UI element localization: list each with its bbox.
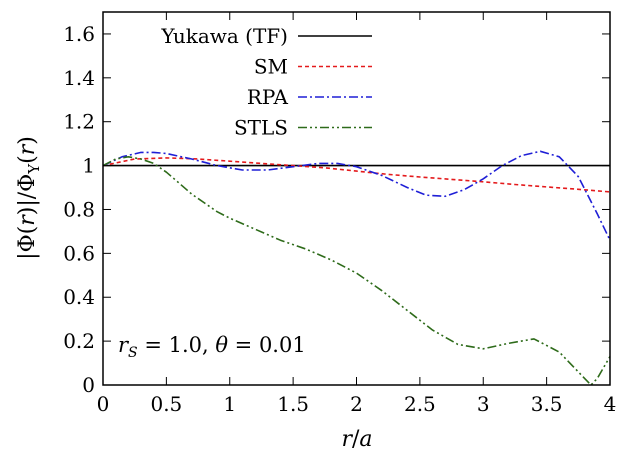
y-tick-label: 0 xyxy=(82,373,95,397)
x-tick-label: 4 xyxy=(604,392,617,416)
legend-label: RPA xyxy=(247,85,289,109)
x-tick-label: 2.5 xyxy=(404,392,436,416)
y-tick-label: 0.2 xyxy=(63,329,95,353)
x-tick-label: 3 xyxy=(477,392,490,416)
x-tick-label: 2 xyxy=(350,392,363,416)
legend-label: STLS xyxy=(234,116,288,140)
y-axis-label: |Φ(r)|/ΦY(r) xyxy=(15,136,43,260)
plot-lines xyxy=(102,150,611,386)
x-tick-label: 0 xyxy=(97,392,110,416)
series-line-1 xyxy=(102,157,611,193)
y-tick-label: 1.6 xyxy=(63,22,95,46)
y-tick-label: 0.4 xyxy=(63,285,95,309)
axis-ticks xyxy=(102,12,611,386)
y-tick-label: 0.8 xyxy=(63,197,95,221)
y-tick-label: 1 xyxy=(82,154,95,178)
x-axis-label: r/a xyxy=(341,427,372,452)
legend-label: Yukawa (TF) xyxy=(160,24,288,48)
legend-label: SM xyxy=(254,55,288,79)
y-tick-label: 1.2 xyxy=(63,110,95,134)
x-tick-label: 0.5 xyxy=(150,392,182,416)
y-tick-label: 0.6 xyxy=(63,241,95,265)
series-line-3 xyxy=(102,156,611,386)
x-tick-label: 3.5 xyxy=(531,392,563,416)
series-line-2 xyxy=(102,150,611,241)
annotation: rS = 1.0, θ = 0.01 xyxy=(118,333,306,361)
x-tick-label: 1 xyxy=(223,392,236,416)
x-tick-label: 1.5 xyxy=(277,392,309,416)
legend: Yukawa (TF) SM RPA STLS xyxy=(160,24,372,140)
axis-tick-labels: 0 0.5 1 1.5 2 2.5 3 3.5 4 0 0.2 0.4 0.6 0.8 1 1.2 1.4 1.6 xyxy=(63,22,616,416)
y-tick-label: 1.4 xyxy=(63,66,95,90)
plot-frame xyxy=(102,11,611,386)
